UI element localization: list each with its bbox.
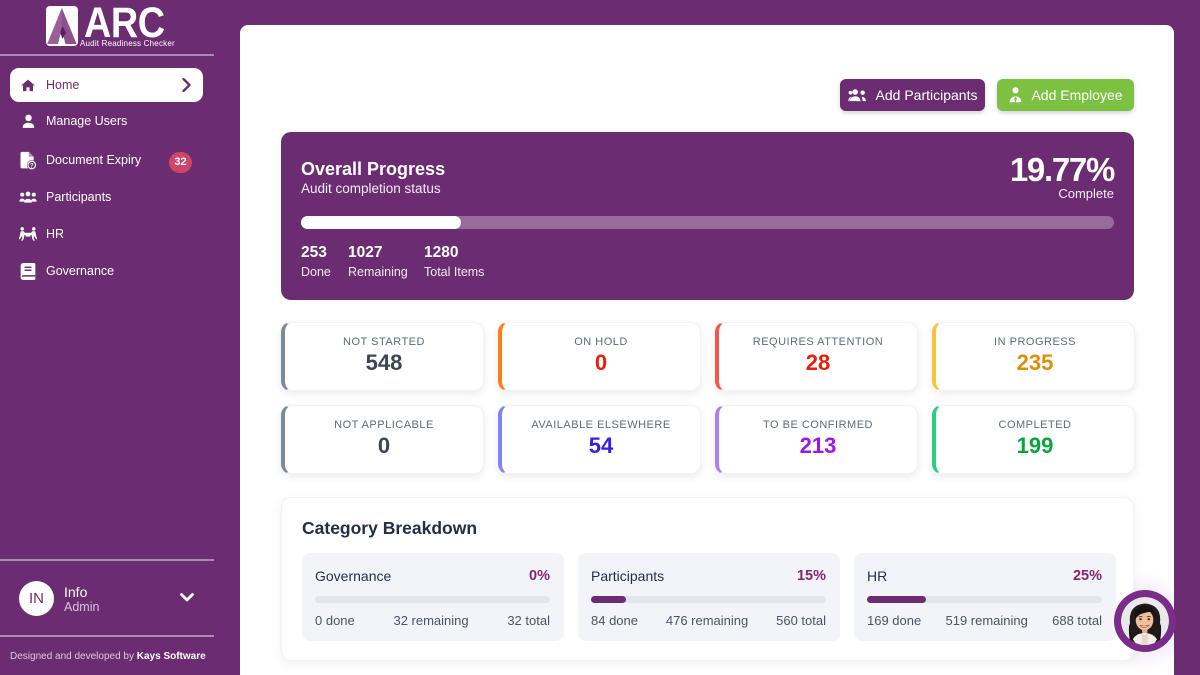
svg-text:?: ? (30, 162, 34, 169)
